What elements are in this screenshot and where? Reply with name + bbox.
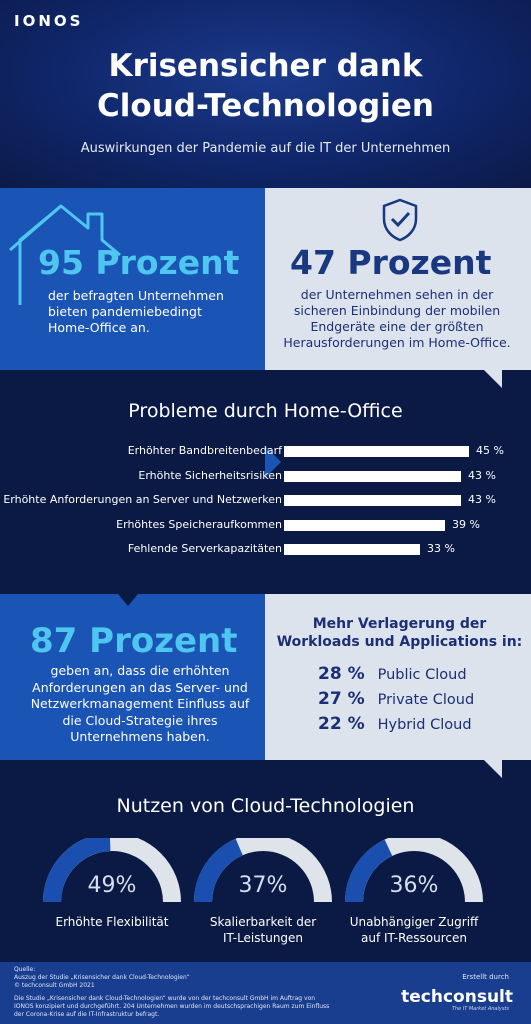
panel-87 xyxy=(0,594,265,760)
created-by-label: Erstellt durch xyxy=(462,973,509,981)
stat-47-description: der Unternehmen sehen in der sicheren Ei… xyxy=(272,287,522,351)
gauge-fill xyxy=(345,839,393,903)
workload-pct: 27 % xyxy=(318,689,365,709)
gauge-value-access: 36% xyxy=(389,873,439,898)
gauge-value-scalability: 37% xyxy=(238,873,288,898)
house-icon xyxy=(9,204,121,305)
stat-95-desc-line-3: Home-Office an. xyxy=(48,320,150,335)
source-title: Quelle: xyxy=(14,966,36,973)
footer xyxy=(0,962,531,1024)
gauge-label-line-1: Skalierbarkeit der xyxy=(209,915,317,929)
panel-workloads xyxy=(265,594,531,760)
workload-pct: 22 % xyxy=(318,714,365,734)
bar-value-label: 33 % xyxy=(427,542,455,555)
study-note-line-1: Die Studie „Krisensicher dank Cloud-Tech… xyxy=(14,995,316,1002)
panel-connectors-2 xyxy=(118,594,502,778)
gauge-label-line-2: auf IT-Ressourcen xyxy=(361,931,467,945)
gauge-label-access: Unabhängiger Zugriff auf IT-Ressourcen xyxy=(339,914,489,946)
stat-47-desc-line-4: Herausforderungen im Home-Office. xyxy=(283,335,511,350)
gauges xyxy=(43,838,483,903)
bar-value-label: 45 % xyxy=(476,444,504,457)
panel-connectors-1 xyxy=(265,370,502,478)
stat-47-desc-line-1: der Unternehmen sehen in der xyxy=(300,287,494,302)
stat-87-value: 87 Prozent xyxy=(30,621,238,661)
gauge-value-flexibility: 49% xyxy=(87,873,137,898)
workload-row-private: 27 % Private Cloud xyxy=(318,689,474,709)
stat-87-desc-line-2: Anforderungen an das Server- und xyxy=(32,679,248,695)
stat-95-desc-line-2: bieten pandemiebedingt xyxy=(48,304,202,319)
stat-95-desc-line-1: der befragten Unternehmen xyxy=(48,288,224,303)
techconsult-tagline: The IT Market Analysts xyxy=(451,1006,509,1012)
workloads-title-line-2: Workloads und Applications in: xyxy=(276,634,523,650)
techconsult-logo: techconsult xyxy=(401,987,513,1007)
bar-value-label: 39 % xyxy=(452,517,480,531)
shield-icon xyxy=(382,198,418,242)
gauge-label-flexibility: Erhöhte Flexibilität xyxy=(37,914,187,930)
workload-row-public: 28 % Public Cloud xyxy=(318,664,467,684)
workload-pct: 28 % xyxy=(318,664,365,684)
stat-87-desc-line-4: die Cloud-Strategie ihres xyxy=(62,712,218,728)
stat-87-desc-line-3: Netzwerkmanagement Einfluss auf xyxy=(30,696,250,711)
stat-47-desc-line-3: Endgeräte eine der größten xyxy=(310,319,484,334)
stat-95-description: der befragten Unternehmen bieten pandemi… xyxy=(48,288,248,336)
ionos-logo: IONOS xyxy=(14,12,84,30)
stat-47-value: 47 Prozent xyxy=(290,243,492,282)
bar-value-label: 43 % xyxy=(468,493,496,506)
main-title-line-1: Krisensicher dank xyxy=(108,48,423,84)
bar-value-label: 43 % xyxy=(468,468,496,482)
header: IONOS Krisensicher dank Cloud-Technologi… xyxy=(0,0,531,188)
bar-chart-title: Probleme durch Home-Office xyxy=(128,400,403,422)
workload-label: Hybrid Cloud xyxy=(377,717,472,733)
study-note-line-2: IONOS konzipiert und durchgeführt. 204 U… xyxy=(14,1003,330,1010)
main-title: Krisensicher dank Cloud-Technologien xyxy=(0,46,531,126)
stat-87-description: geben an, dass die erhöhten Anforderunge… xyxy=(20,663,260,746)
subtitle: Auswirkungen der Pandemie auf die IT der… xyxy=(80,141,451,156)
workload-row-hybrid: 22 % Hybrid Cloud xyxy=(318,714,472,734)
gauge-label-line-1: Unabhängiger Zugriff xyxy=(349,915,479,929)
workload-label: Public Cloud xyxy=(377,667,467,683)
workload-label: Private Cloud xyxy=(377,692,475,708)
source-line-1: Auszug der Studie „Krisensicher dank Clo… xyxy=(14,974,190,981)
stat-87-desc-line-1: geben an, dass die erhöhten xyxy=(50,663,230,678)
bar-category-label: Erhöhter Bandbreitenbedarf xyxy=(127,444,282,457)
bar xyxy=(284,544,420,555)
bar-category-label: Fehlende Serverkapazitäten xyxy=(127,542,282,555)
gauge-fill xyxy=(43,838,111,903)
bar-category-label: Erhöhte Anforderungen an Server und Netz… xyxy=(3,493,282,506)
gauge-label-line-2: IT-Leistungen xyxy=(222,931,304,945)
stat-95-value: 95 Prozent xyxy=(38,243,240,282)
study-note-line-3: der Corona-Krise auf die IT-Infrastruktu… xyxy=(14,1011,160,1018)
stat-87-desc-line-5: Unternehmens haben. xyxy=(70,729,210,744)
bar xyxy=(284,495,461,506)
bar xyxy=(284,446,469,457)
main-title-line-2: Cloud-Technologien xyxy=(97,88,434,124)
bar-category-label: Erhöhtes Speicheraufkommen xyxy=(116,517,282,531)
workloads-title: Mehr Verlagerung der Workloads und Appli… xyxy=(268,615,531,651)
gauge-fill xyxy=(194,838,244,903)
bar xyxy=(284,519,445,531)
source-line-2: © techconsult GmbH 2021 xyxy=(14,982,95,989)
benefits-title: Nutzen von Cloud-Technologien xyxy=(116,795,415,817)
stat-47-desc-line-2: sicheren Einbindung der mobilen xyxy=(293,303,501,318)
panel-47 xyxy=(265,188,531,370)
bar-category-label: Erhöhte Sicherheitsrisiken xyxy=(138,468,282,482)
gauge-label-line-1: Erhöhte Flexibilität xyxy=(55,915,169,929)
workloads-title-line-1: Mehr Verlagerung der xyxy=(312,616,487,632)
gauge-label-scalability: Skalierbarkeit der IT-Leistungen xyxy=(188,914,338,946)
bar xyxy=(284,470,461,482)
